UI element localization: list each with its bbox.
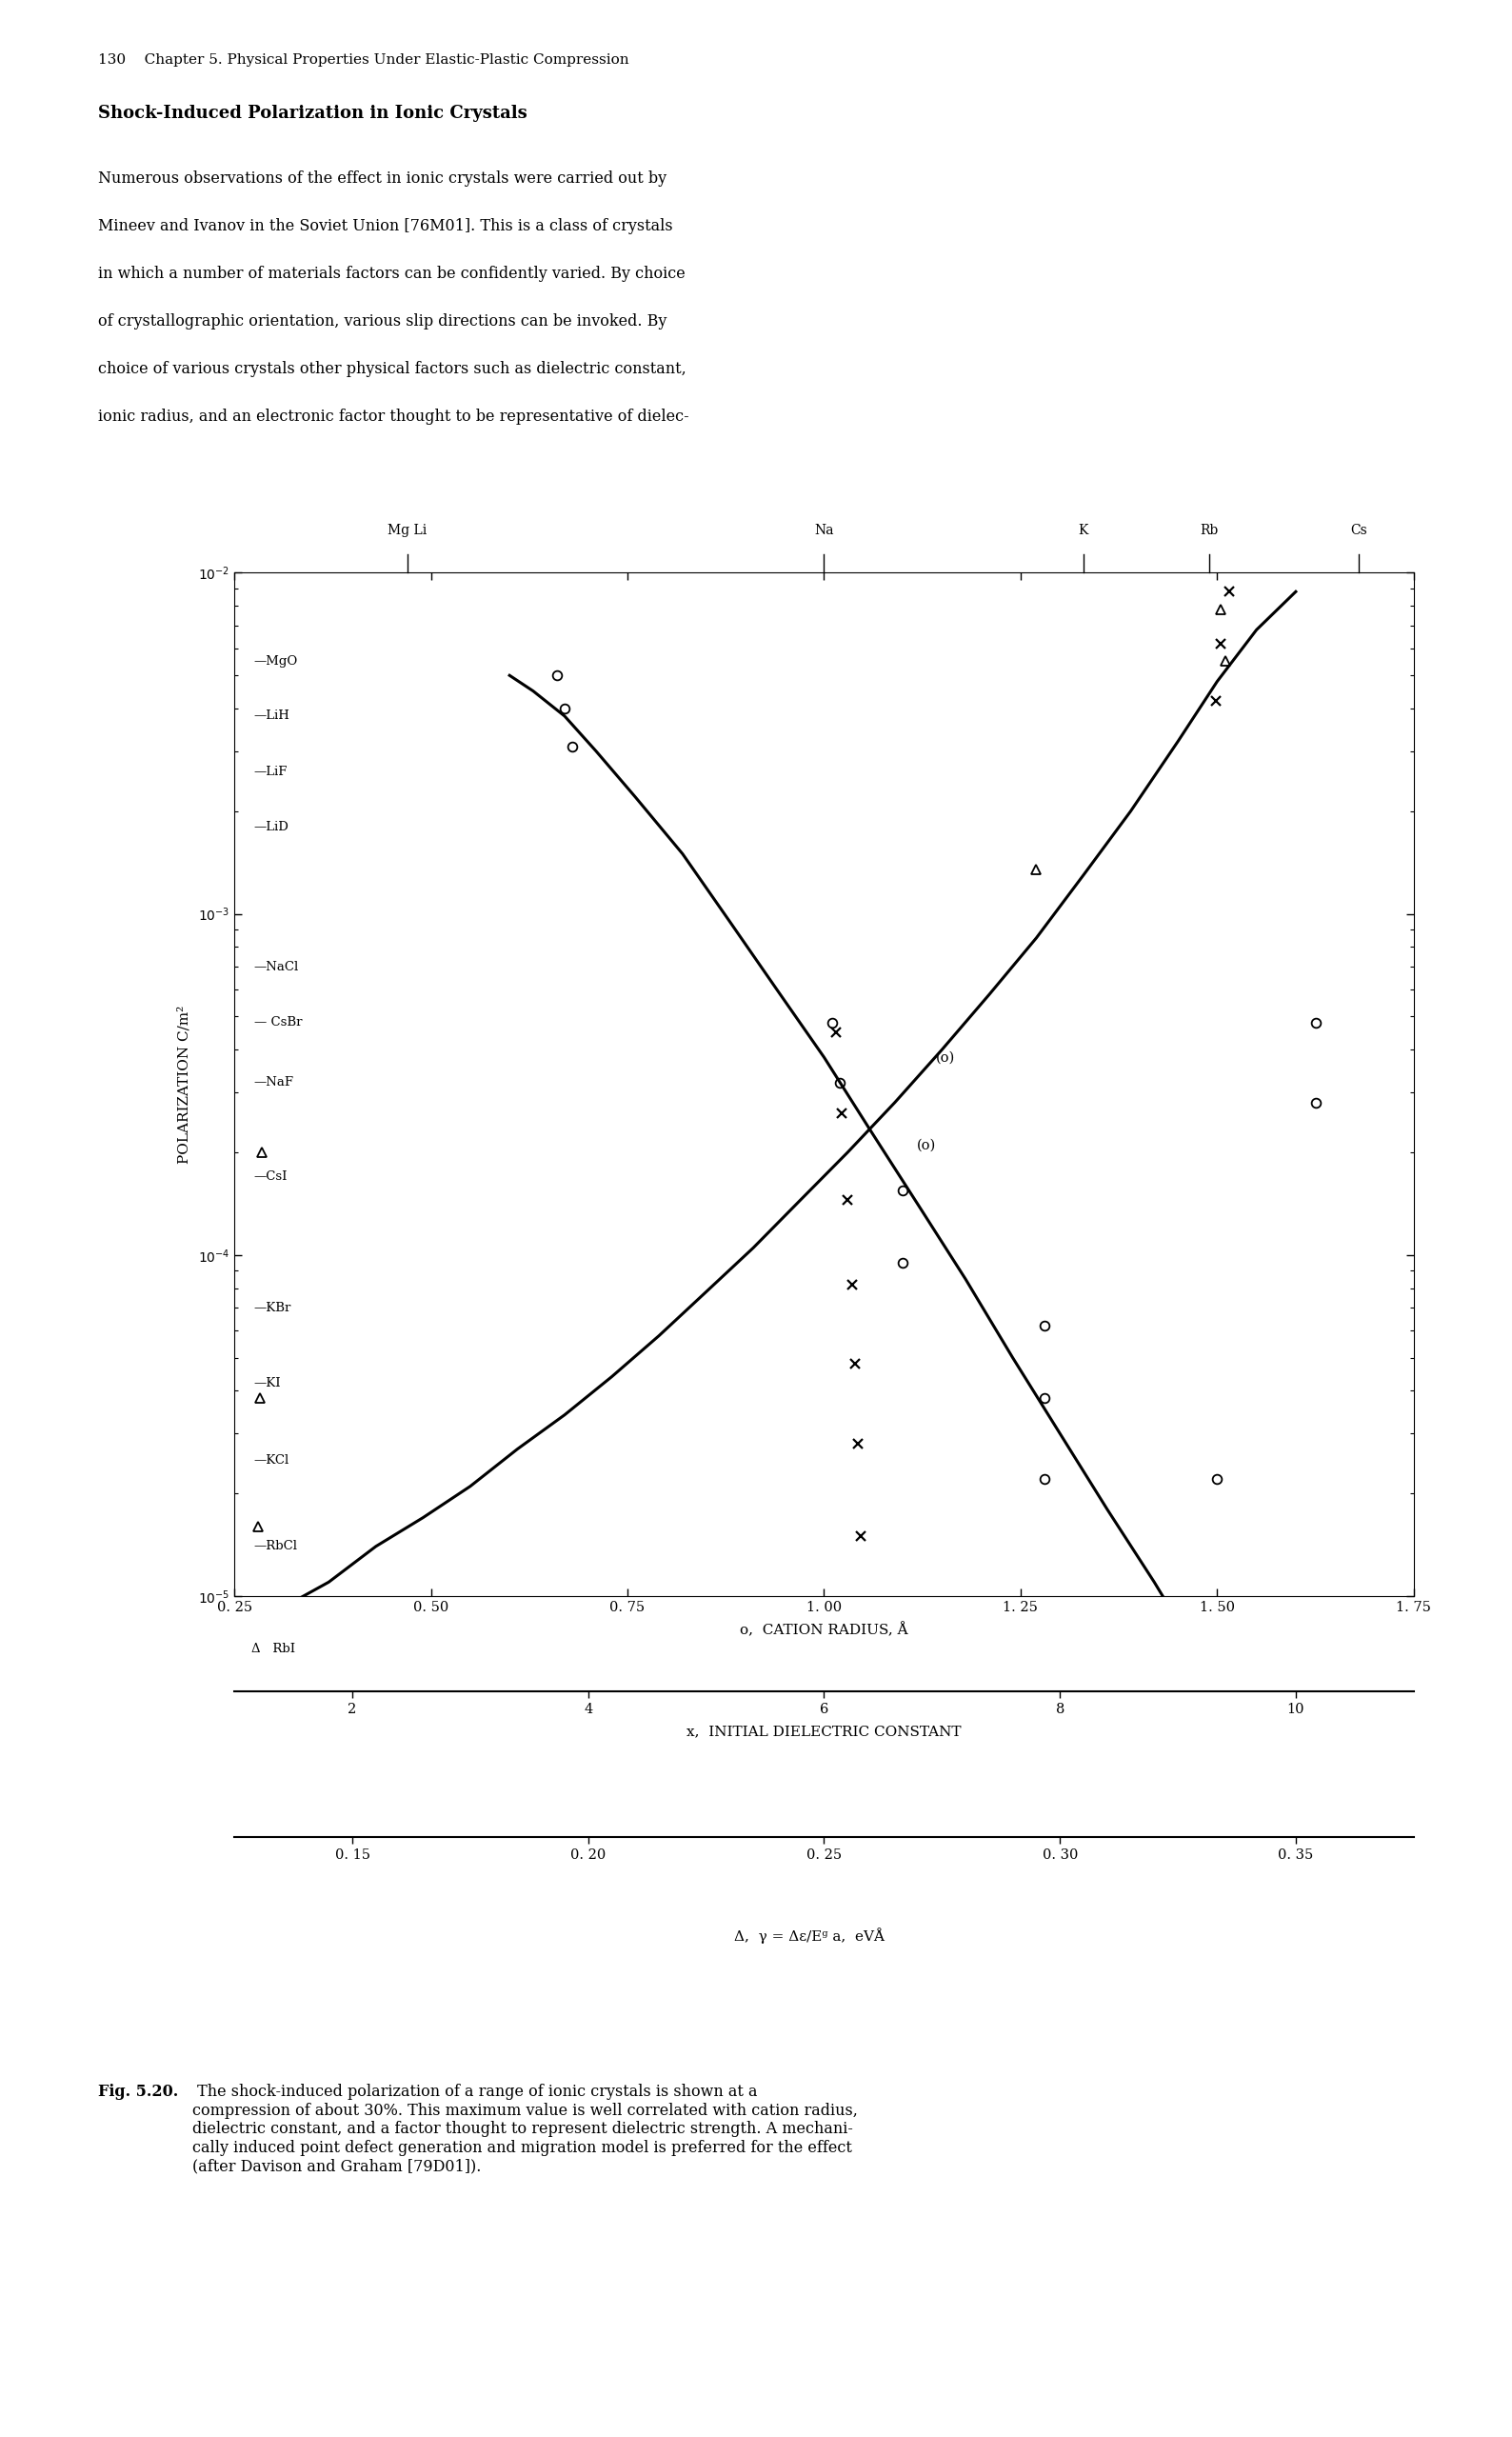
- Text: 130    Chapter 5. Physical Properties Under Elastic-Plastic Compression: 130 Chapter 5. Physical Properties Under…: [98, 54, 629, 66]
- Text: The shock-induced polarization of a range of ionic crystals is shown at a
compre: The shock-induced polarization of a rang…: [192, 2084, 857, 2174]
- Text: —NaF: —NaF: [254, 1077, 293, 1089]
- Text: Shock-Induced Polarization in Ionic Crystals: Shock-Induced Polarization in Ionic Crys…: [98, 105, 528, 122]
- Text: K: K: [1078, 524, 1089, 536]
- Text: — CsBr: — CsBr: [254, 1016, 302, 1028]
- X-axis label: x,  INITIAL DIELECTRIC CONSTANT: x, INITIAL DIELECTRIC CONSTANT: [686, 1725, 962, 1738]
- Text: ionic radius, and an electronic factor thought to be representative of dielec-: ionic radius, and an electronic factor t…: [98, 407, 689, 424]
- Text: —NaCl: —NaCl: [254, 960, 299, 972]
- Text: Mineev and Ivanov in the Soviet Union [76M01]. This is a class of crystals: Mineev and Ivanov in the Soviet Union [7…: [98, 217, 673, 234]
- Y-axis label: POLARIZATION C/m²: POLARIZATION C/m²: [178, 1006, 191, 1162]
- Text: —LiD: —LiD: [254, 821, 289, 833]
- Text: Mg Li: Mg Li: [387, 524, 426, 536]
- Text: —RbCl: —RbCl: [254, 1540, 298, 1552]
- Text: Rb: Rb: [1201, 524, 1219, 536]
- Text: of crystallographic orientation, various slip directions can be invoked. By: of crystallographic orientation, various…: [98, 312, 667, 329]
- Text: —KBr: —KBr: [254, 1301, 292, 1314]
- Text: Δ,  γ = Δε/Eᵍ a,  eVÅ: Δ, γ = Δε/Eᵍ a, eVÅ: [733, 1928, 885, 1945]
- Text: (o): (o): [936, 1050, 956, 1065]
- Text: Δ   RbI: Δ RbI: [251, 1643, 295, 1655]
- Text: —LiF: —LiF: [254, 765, 287, 777]
- Text: Fig. 5.20.: Fig. 5.20.: [98, 2084, 178, 2101]
- Text: (o): (o): [916, 1138, 936, 1153]
- Text: Na: Na: [815, 524, 833, 536]
- Text: in which a number of materials factors can be confidently varied. By choice: in which a number of materials factors c…: [98, 266, 685, 283]
- Text: Cs: Cs: [1350, 524, 1367, 536]
- X-axis label: o,  CATION RADIUS, Å: o, CATION RADIUS, Å: [739, 1623, 909, 1638]
- Text: —KCl: —KCl: [254, 1455, 289, 1467]
- Text: choice of various crystals other physical factors such as dielectric constant,: choice of various crystals other physica…: [98, 361, 686, 378]
- Text: —MgO: —MgO: [254, 656, 298, 668]
- Text: Numerous observations of the effect in ionic crystals were carried out by: Numerous observations of the effect in i…: [98, 171, 667, 188]
- Text: —CsI: —CsI: [254, 1170, 287, 1182]
- Text: —KI: —KI: [254, 1377, 281, 1389]
- Text: —LiH: —LiH: [254, 709, 290, 721]
